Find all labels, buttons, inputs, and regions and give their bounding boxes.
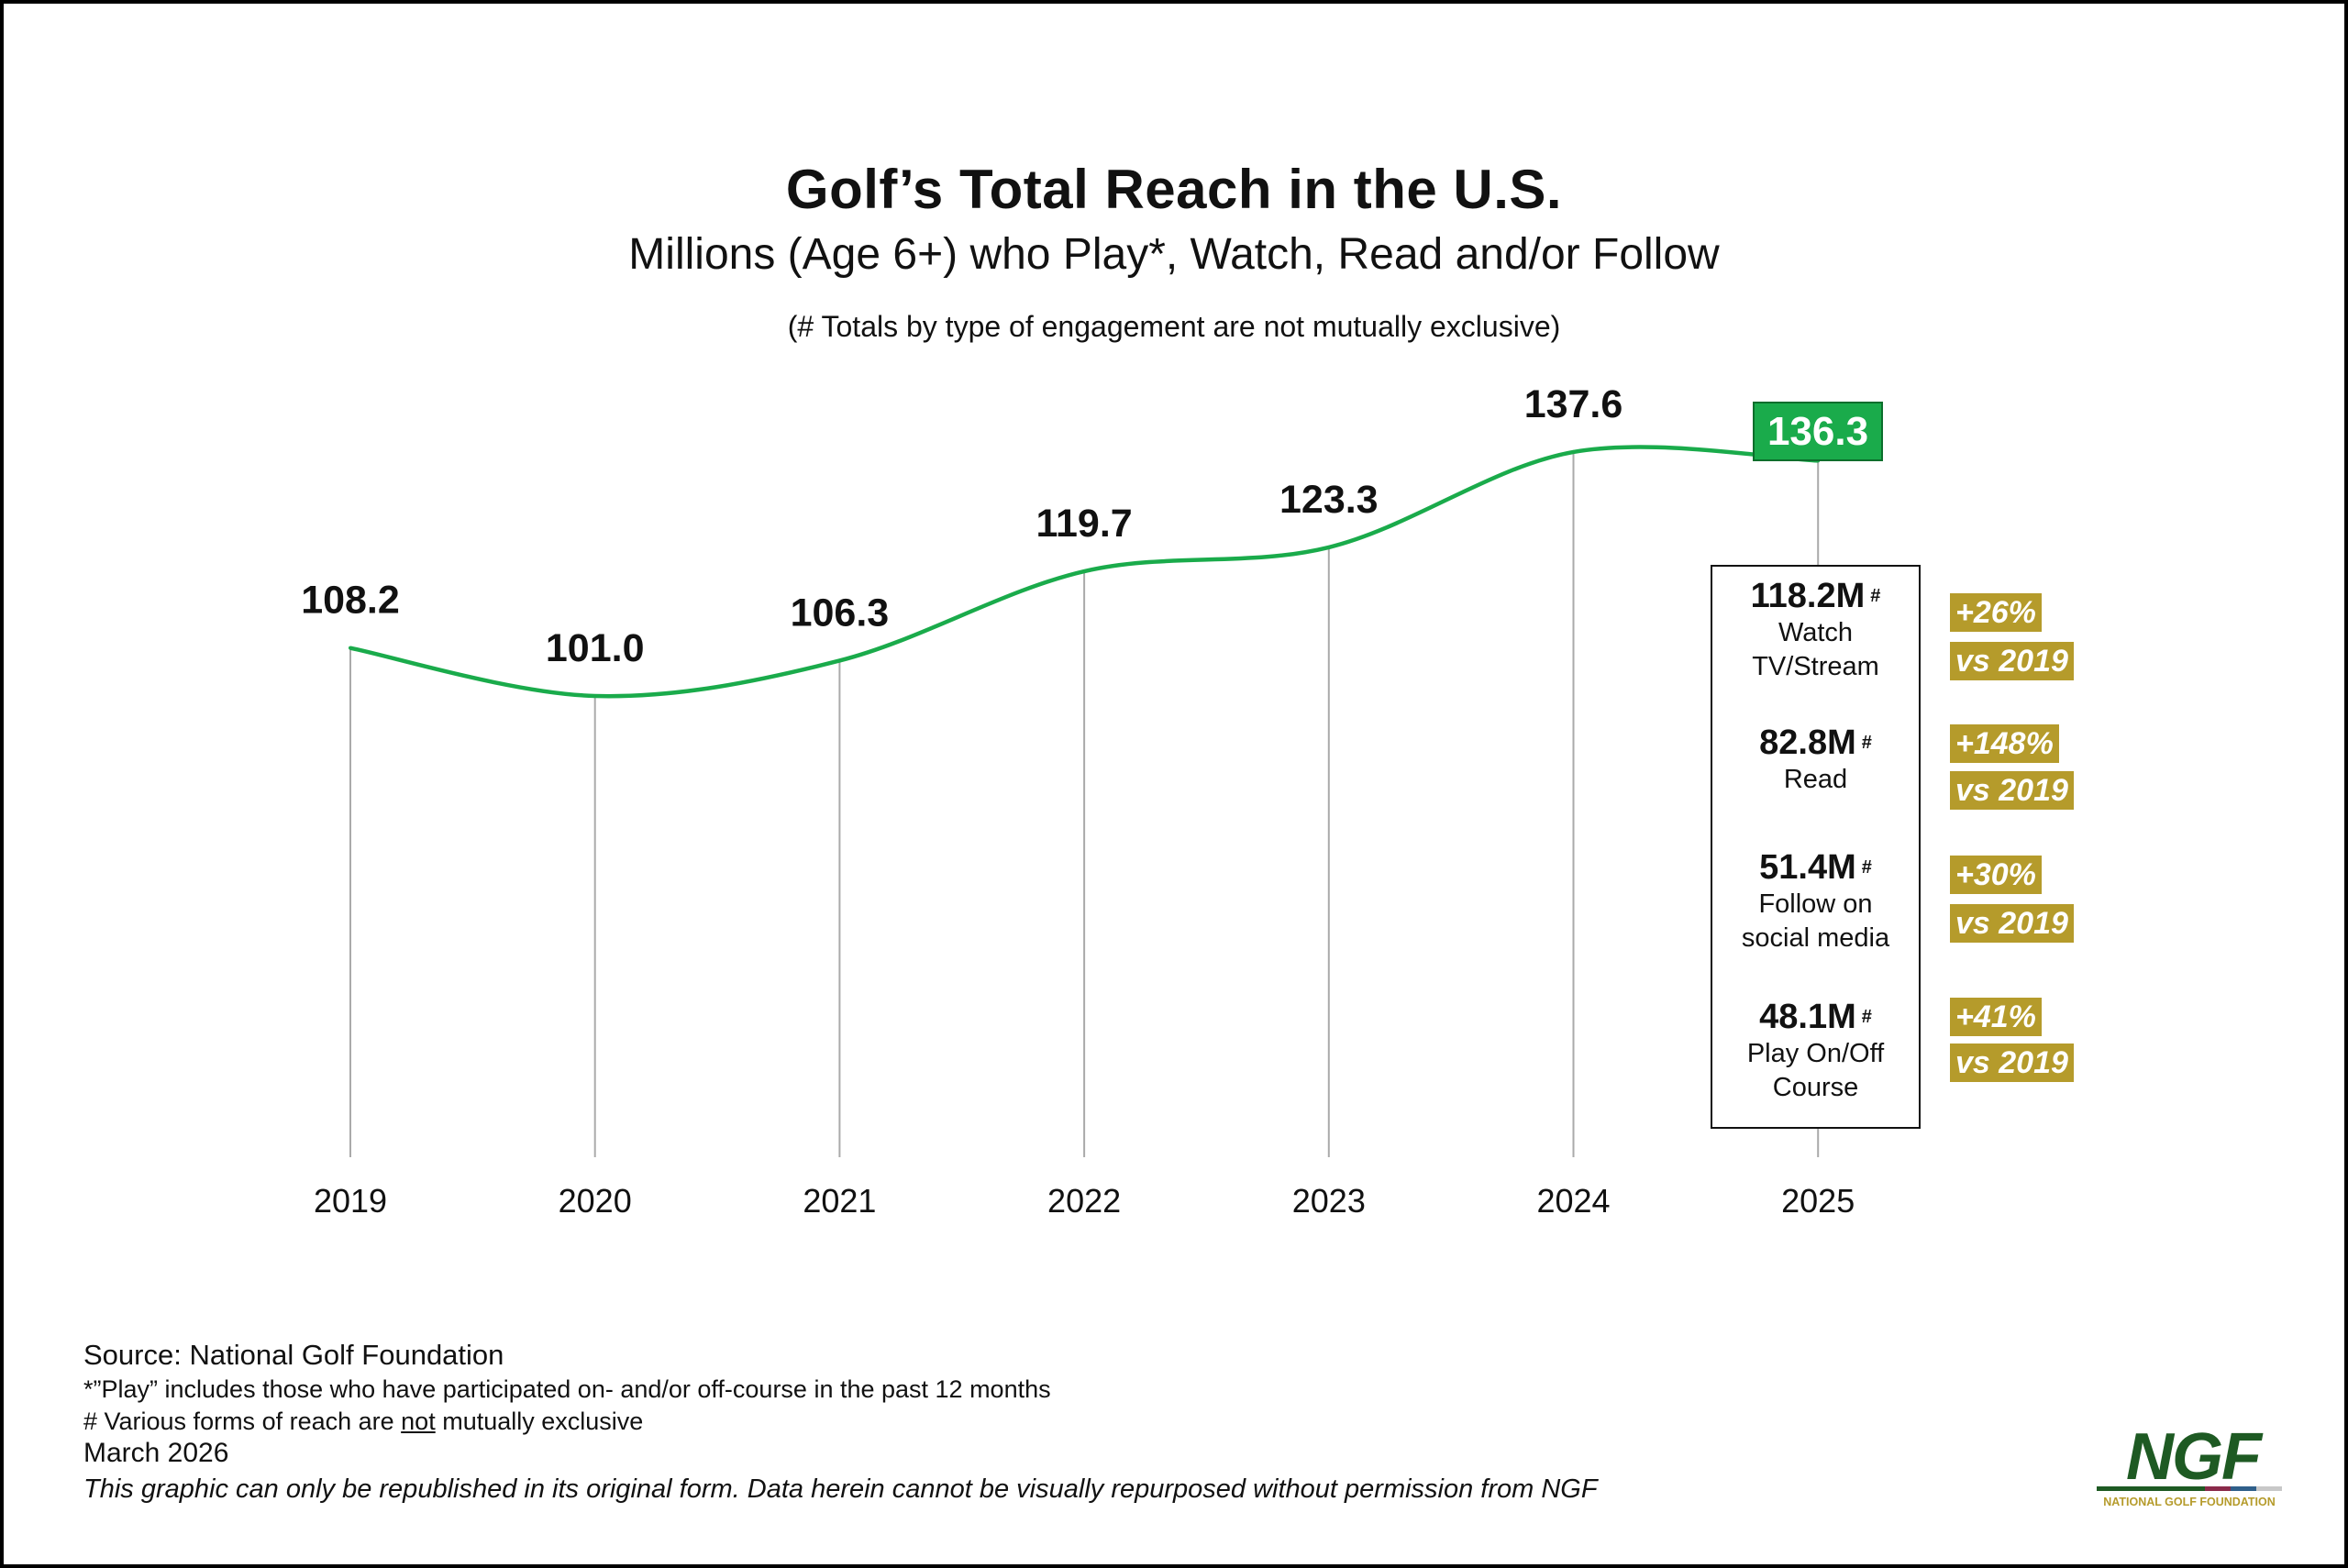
footnote-emphasis: not bbox=[401, 1408, 436, 1435]
data-label: 137.6 bbox=[1524, 382, 1623, 426]
data-label: 123.3 bbox=[1279, 478, 1379, 522]
breakdown-box: 118.2M # Watch TV/Stream 82.8M # Read 51.4… bbox=[1711, 565, 1921, 1129]
change-tag: +41% bbox=[1950, 998, 2042, 1036]
breakdown-value: 118.2M bbox=[1750, 577, 1866, 615]
breakdown-value: 48.1M bbox=[1759, 998, 1856, 1036]
x-tick-label: 2019 bbox=[314, 1182, 387, 1220]
x-tick-label: 2022 bbox=[1047, 1182, 1121, 1220]
breakdown-value: 82.8M bbox=[1759, 723, 1856, 762]
breakdown-label: Follow on bbox=[1758, 889, 1873, 919]
breakdown-label: Play On/Off bbox=[1746, 1039, 1885, 1068]
chart-subtitle: Millions (Age 6+) who Play*, Watch, Read… bbox=[628, 230, 1720, 279]
breakdown-watch: 118.2M # Watch TV/Stream bbox=[1712, 576, 1919, 684]
data-point-2024 bbox=[1571, 449, 1576, 454]
data-point-2020 bbox=[593, 694, 597, 698]
footnote-reach: # Various forms of reach are not mutuall… bbox=[83, 1408, 643, 1436]
breakdown-label: Watch bbox=[1778, 618, 1854, 647]
footnote-mark: # bbox=[1861, 857, 1872, 878]
change-tag: +26% bbox=[1950, 593, 2042, 632]
vs-tag: vs 2019 bbox=[1950, 1043, 2074, 1082]
vs-tag: vs 2019 bbox=[1950, 642, 2074, 680]
data-label: 119.7 bbox=[1036, 502, 1132, 546]
breakdown-value: 51.4M bbox=[1759, 848, 1856, 887]
x-tick-label: 2025 bbox=[1781, 1182, 1855, 1220]
chart-title: Golf’s Total Reach in the U.S. bbox=[785, 159, 1563, 220]
data-label: 108.2 bbox=[301, 579, 400, 623]
footnote-text: mutually exclusive bbox=[435, 1408, 644, 1435]
svg-text:NGF: NGF bbox=[2126, 1426, 2264, 1494]
date: March 2026 bbox=[83, 1438, 229, 1468]
x-tick-label: 2024 bbox=[1536, 1182, 1610, 1220]
footnote-mark: # bbox=[1861, 733, 1872, 753]
source-name: National Golf Foundation bbox=[189, 1339, 504, 1371]
data-point-2022 bbox=[1082, 569, 1087, 574]
data-point-2023 bbox=[1326, 545, 1331, 549]
source: Source: National Golf Foundation bbox=[83, 1339, 504, 1372]
breakdown-follow: 51.4M # Follow on social media bbox=[1712, 847, 1919, 955]
breakdown-read: 82.8M # Read bbox=[1712, 723, 1919, 797]
vs-tag: vs 2019 bbox=[1950, 904, 2074, 943]
x-tick-label: 2023 bbox=[1292, 1182, 1366, 1220]
data-label: 106.3 bbox=[791, 591, 890, 635]
highlight-value-2025: 136.3 bbox=[1753, 402, 1883, 461]
breakdown-play: 48.1M # Play On/Off Course bbox=[1712, 997, 1919, 1105]
disclaimer: This graphic can only be republished in … bbox=[83, 1474, 1598, 1504]
ngf-logo: NGF NATIONAL GOLF FOUNDATION bbox=[2097, 1426, 2282, 1508]
breakdown-label: Read bbox=[1783, 765, 1848, 794]
chart-note: (# Totals by type of engagement are not … bbox=[787, 310, 1561, 343]
footnote-play: *”Play” includes those who have particip… bbox=[83, 1375, 1051, 1403]
data-point-2019 bbox=[349, 646, 352, 650]
x-tick-label: 2020 bbox=[559, 1182, 632, 1220]
breakdown-label: Course bbox=[1772, 1073, 1859, 1102]
footnote-text: # Various forms of reach are bbox=[83, 1408, 402, 1435]
source-label: Source: bbox=[83, 1339, 182, 1371]
data-label: 101.0 bbox=[546, 626, 645, 670]
breakdown-label: social media bbox=[1741, 923, 1890, 953]
change-tag: +30% bbox=[1950, 856, 2042, 894]
vs-tag: vs 2019 bbox=[1950, 771, 2074, 810]
footnote-mark: # bbox=[1861, 1007, 1872, 1027]
x-tick-label: 2021 bbox=[803, 1182, 876, 1220]
data-point-2021 bbox=[837, 658, 842, 663]
footnote-mark: # bbox=[1870, 586, 1881, 606]
change-tag: +148% bbox=[1950, 724, 2059, 763]
svg-text:NATIONAL GOLF FOUNDATION: NATIONAL GOLF FOUNDATION bbox=[2103, 1496, 2275, 1508]
breakdown-label: TV/Stream bbox=[1752, 652, 1879, 681]
